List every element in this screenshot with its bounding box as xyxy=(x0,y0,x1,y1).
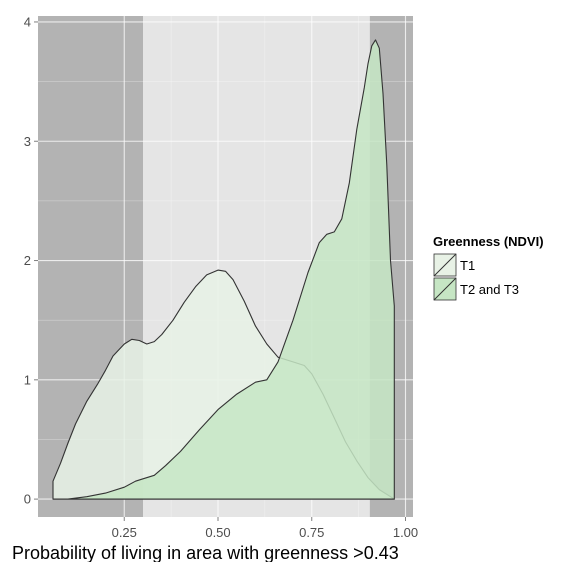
density-area-series-2 xyxy=(52,39,395,500)
legend-items: T1 T2 and T3 xyxy=(433,253,519,301)
x-tick-label: 1.00 xyxy=(393,525,418,540)
legend-label-series-1: T1 xyxy=(460,258,475,273)
x-tick-label: 0.75 xyxy=(299,525,324,540)
y-tick-label: 4 xyxy=(24,14,31,29)
y-tick-label: 1 xyxy=(24,372,31,387)
y-tick-label: 3 xyxy=(24,134,31,149)
y-axis: 0 1 2 3 4 xyxy=(24,14,38,507)
legend-key-diagonal xyxy=(433,253,457,277)
x-axis-title: Probability of living in area with green… xyxy=(12,543,399,562)
y-tick-label: 2 xyxy=(24,253,31,268)
legend: Greenness (NDVI) T1 T2 and T3 xyxy=(433,234,544,301)
x-axis: 0.25 0.50 0.75 1.00 xyxy=(112,517,418,540)
legend-label-series-2: T2 and T3 xyxy=(460,282,519,297)
legend-key-diagonal xyxy=(433,277,457,301)
x-tick-label: 0.50 xyxy=(205,525,230,540)
y-tick-label: 0 xyxy=(24,492,31,507)
density-series xyxy=(52,39,395,500)
x-tick-label: 0.25 xyxy=(112,525,137,540)
legend-title: Greenness (NDVI) xyxy=(433,234,544,249)
